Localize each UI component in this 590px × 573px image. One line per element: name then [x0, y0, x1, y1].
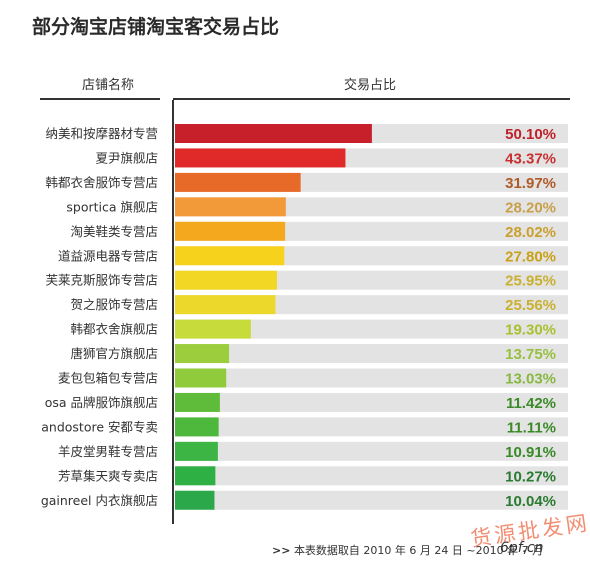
category-label: 唐狮官方旗舰店 — [70, 346, 158, 361]
value-label: 10.04% — [505, 493, 556, 510]
value-label: 28.20% — [505, 199, 556, 216]
bar — [175, 124, 372, 143]
data-source-note: >> 本表数据取自 2010 年 6 月 24 日 ~2010 年 7 月 — [272, 542, 543, 558]
share-column-header: 交易占比 — [343, 78, 396, 93]
value-label: 11.42% — [506, 395, 556, 412]
value-label: 25.56% — [505, 297, 556, 314]
note-text: 本表数据取自 2010 年 6 月 24 日 ~2010 年 7 月 — [293, 544, 544, 557]
bar — [175, 197, 286, 217]
category-label: andostore 安都专卖 — [41, 419, 158, 434]
header-divider-left — [40, 98, 160, 100]
value-label: 13.03% — [505, 371, 556, 388]
category-label: 道益源电器专营店 — [58, 248, 158, 263]
bar-track — [175, 417, 568, 437]
value-label: 19.30% — [505, 322, 556, 339]
value-label: 13.75% — [505, 346, 556, 363]
category-label: 芳草集天爽专卖店 — [58, 468, 158, 483]
category-axis-line — [172, 100, 174, 524]
category-label: gainreel 内衣旗舰店 — [41, 493, 158, 508]
bar-track — [175, 368, 568, 388]
bar-track — [175, 490, 568, 510]
bar — [175, 221, 286, 241]
category-label: sportica 旗舰店 — [66, 199, 158, 214]
value-label: 25.95% — [505, 273, 556, 290]
bar — [175, 319, 251, 339]
category-label: 麦包包箱包专营店 — [58, 371, 158, 386]
category-label: 纳美和按摩器材专营 — [45, 126, 158, 141]
watermark-url: 6pf.cn — [500, 540, 544, 556]
bar — [175, 344, 230, 364]
category-label: 淘美鞋类专营店 — [70, 224, 158, 239]
value-label: 28.02% — [505, 224, 556, 241]
header-divider-right — [173, 98, 570, 100]
category-label: 韩都衣舍服饰专营店 — [45, 175, 158, 190]
bar-track — [175, 319, 568, 339]
category-label: 韩都衣舍旗舰店 — [70, 322, 158, 337]
value-label: 10.91% — [505, 444, 556, 461]
category-label: 贺之服饰专营店 — [70, 297, 158, 312]
bar — [175, 246, 285, 266]
bar — [175, 392, 220, 412]
category-label: 羊皮堂男鞋专营店 — [58, 444, 158, 459]
bar — [175, 441, 218, 461]
bar-track — [175, 392, 568, 412]
bar — [175, 295, 276, 315]
value-label: 43.37% — [505, 150, 556, 167]
bar — [175, 270, 277, 290]
bar-track — [175, 344, 568, 364]
bar-track — [175, 466, 568, 486]
note-arrow-icon: >> — [272, 544, 291, 557]
bar-track — [175, 441, 568, 461]
bar — [175, 148, 346, 168]
category-label: 芙莱克斯服饰专营店 — [45, 273, 158, 288]
value-label: 31.97% — [505, 175, 556, 192]
value-label: 11.11% — [507, 419, 556, 436]
bar — [175, 172, 301, 192]
value-label: 50.10% — [505, 126, 556, 143]
category-label: osa 品牌服饰旗舰店 — [45, 395, 158, 410]
bar — [175, 490, 215, 510]
chart-title: 部分淘宝店铺淘宝客交易占比 — [32, 16, 280, 38]
value-label: 10.27% — [505, 468, 556, 485]
category-label: 夏尹旗舰店 — [95, 150, 158, 165]
bar — [175, 466, 216, 486]
store-name-column-header: 店铺名称 — [81, 78, 134, 93]
value-label: 27.80% — [505, 248, 556, 265]
bar — [175, 368, 227, 388]
bar — [175, 417, 219, 437]
